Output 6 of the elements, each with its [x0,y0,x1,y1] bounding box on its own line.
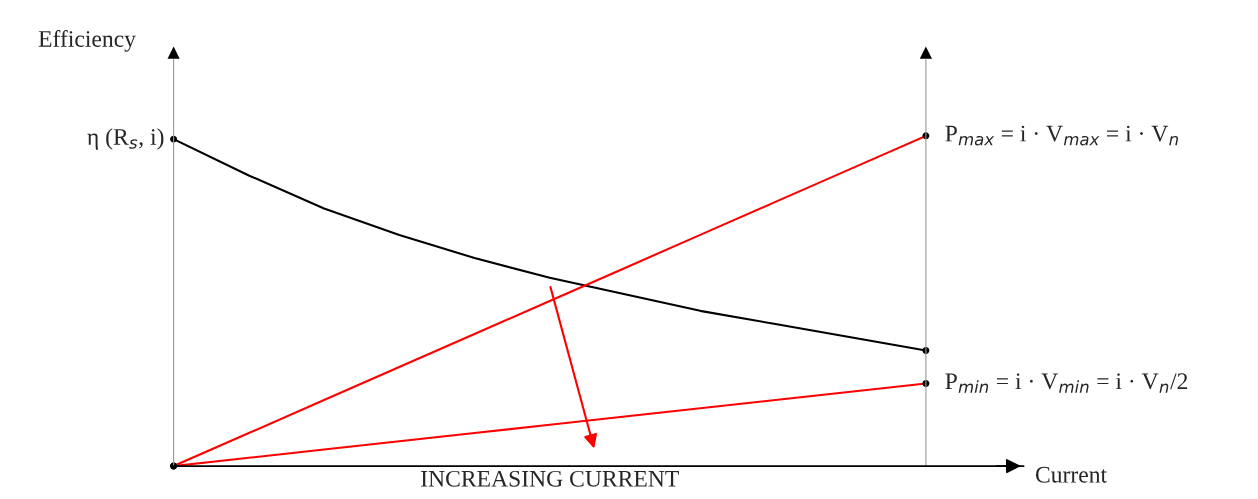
text: η (R$_{s}$, i) [87,128,164,150]
y-axis-title: Efficiency [38,30,136,52]
x-axis-title: Current [1035,466,1107,483]
text: INCREASING CURRENT [421,470,679,487]
text: P$_{max}$ = i · V$_{max}$ = i · V$_{n}$ [945,125,1178,146]
text: P$_{min}$ = i · V$_{min}$ = i · V$_{n}$/2 [945,373,1188,393]
